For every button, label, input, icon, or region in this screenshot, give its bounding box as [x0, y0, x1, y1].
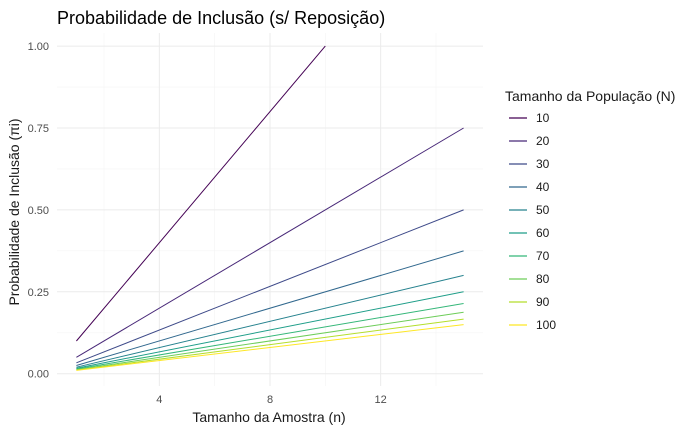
legend-label-70: 70: [536, 249, 550, 263]
legend-label-80: 80: [536, 272, 550, 286]
legend-title: Tamanho da População (N): [505, 88, 675, 104]
y-tick-label: 0.00: [28, 369, 49, 381]
grid-lines: [57, 33, 483, 386]
series-line-40: [76, 250, 464, 366]
series-line-80: [76, 311, 464, 371]
x-axis-ticks: 4 8 12: [156, 394, 386, 406]
series-lines: [76, 45, 464, 371]
legend-label-90: 90: [536, 295, 550, 309]
legend-label-60: 60: [536, 226, 550, 240]
y-tick-label: 0.50: [28, 205, 49, 217]
series-line-100: [76, 324, 464, 371]
series-line-90: [76, 318, 464, 371]
y-axis-title: Probabilidade de Inclusão (πi): [6, 118, 22, 305]
legend-label-20: 20: [536, 134, 550, 148]
series-line-30: [76, 209, 464, 364]
legend-label-100: 100: [536, 318, 556, 332]
legend: 10 20 30 40 50 60 70 80 90 100: [509, 111, 556, 332]
y-tick-label: 0.75: [28, 123, 49, 135]
chart-title: Probabilidade de Inclusão (s/ Reposição): [57, 8, 385, 28]
y-tick-label: 0.25: [28, 287, 49, 299]
series-line-20: [76, 127, 464, 358]
series-line-10: [76, 45, 326, 342]
x-tick-label: 4: [156, 394, 162, 406]
x-tick-label: 8: [267, 394, 273, 406]
series-line-70: [76, 303, 464, 370]
legend-label-30: 30: [536, 157, 550, 171]
legend-label-40: 40: [536, 180, 550, 194]
legend-label-10: 10: [536, 111, 550, 125]
x-axis-title: Tamanho da Amostra (n): [192, 409, 345, 425]
y-tick-label: 1.00: [28, 41, 49, 53]
series-line-60: [76, 291, 464, 369]
y-axis-ticks: 0.00 0.25 0.50 0.75 1.00: [28, 41, 49, 381]
series-line-50: [76, 274, 464, 368]
x-tick-label: 12: [375, 394, 387, 406]
legend-label-50: 50: [536, 203, 550, 217]
